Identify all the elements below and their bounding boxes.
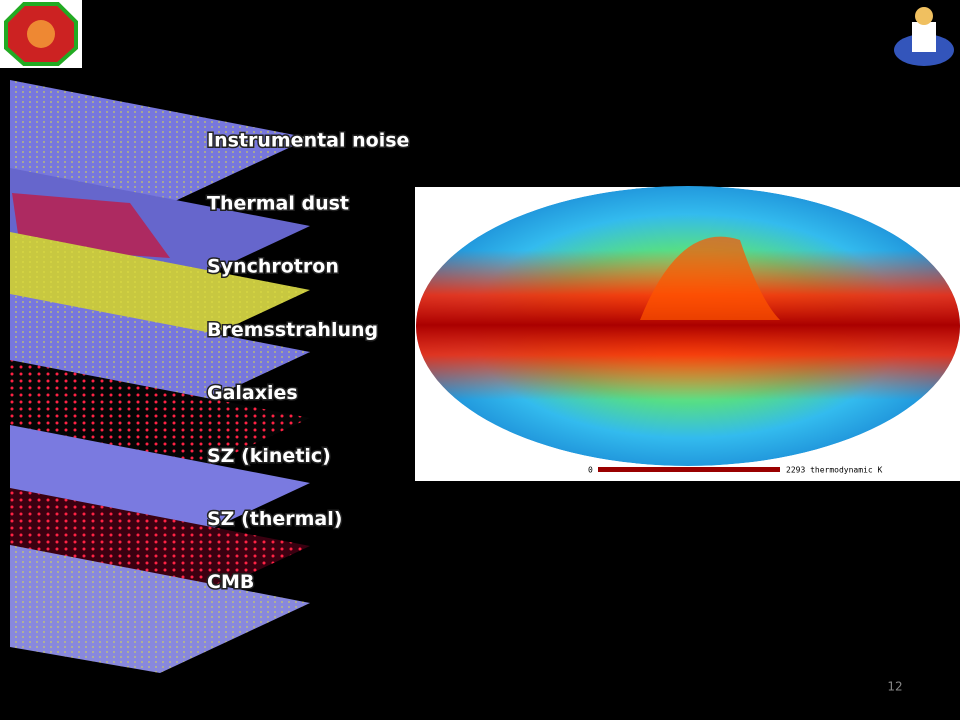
layer-texture [10,545,310,673]
color-bar [598,467,780,472]
layer-label: Synchrotron [207,256,339,278]
layer-label: SZ (kinetic) [207,445,331,467]
layer-label: CMB [207,571,254,593]
layer [10,545,310,673]
scale-max: 2293 thermodynamic K [786,466,883,475]
logo-left [0,0,82,68]
scale-min: 0 [588,466,593,475]
logo-right [894,7,954,66]
layer-label: Bremsstrahlung [207,319,378,341]
layer-label: Instrumental noise [207,130,409,152]
layer-label: Galaxies [207,382,298,404]
layer [10,80,310,208]
sky-map [415,186,960,481]
layer-label: SZ (thermal) [207,508,342,530]
layer-texture [10,80,310,208]
layer-label: Thermal dust [207,193,349,215]
page-number: 12 [887,680,902,694]
